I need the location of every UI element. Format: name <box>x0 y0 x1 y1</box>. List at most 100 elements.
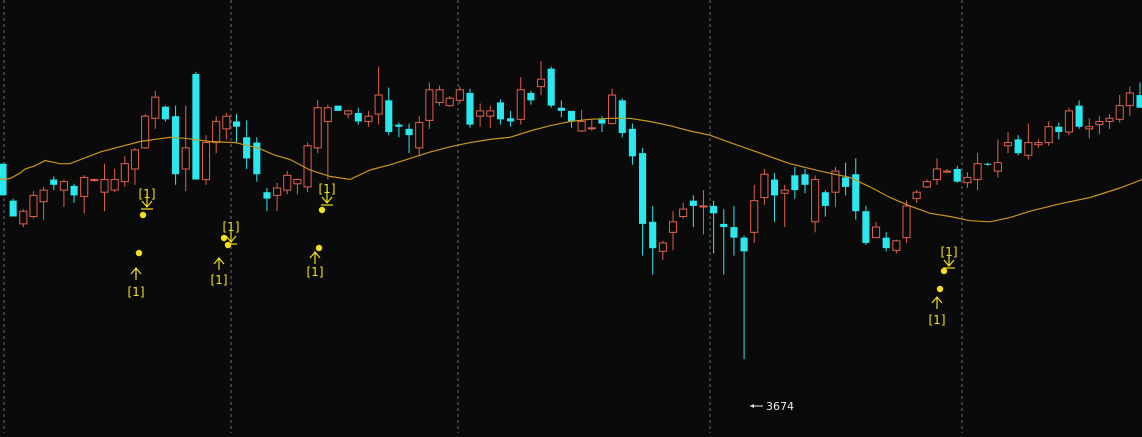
candle-body-down <box>852 174 860 212</box>
candle-body-up <box>455 89 464 101</box>
candle-body-up <box>130 149 140 170</box>
candle-body-down <box>710 205 718 214</box>
candle-body-down <box>161 106 169 120</box>
candle-body-down <box>639 153 647 224</box>
candle-body-down <box>253 142 261 175</box>
candle-body-up <box>425 89 434 121</box>
candle-body-up <box>476 110 485 117</box>
candle-body-up <box>872 226 881 239</box>
candle-body-down <box>192 73 200 180</box>
candle-body-up <box>364 115 373 122</box>
candle-body-down <box>842 177 850 187</box>
candle-body-up <box>1024 142 1033 156</box>
candle-body-down <box>770 179 779 196</box>
candle-body-up <box>912 191 921 200</box>
candle-body-up <box>344 110 353 115</box>
candle-body-up <box>922 181 931 188</box>
candle-body-up <box>445 97 454 107</box>
candle-body-down <box>232 121 241 127</box>
signal-label: [1] <box>929 313 946 327</box>
candle-body-down <box>557 107 565 111</box>
candle-body-down <box>567 110 576 122</box>
candle-body-down <box>334 105 342 111</box>
signal-label: [1] <box>128 285 145 299</box>
candle-body-down <box>882 237 890 249</box>
sell-arrow <box>225 230 237 243</box>
candle-body-up <box>932 168 942 181</box>
candle-body-up <box>587 127 596 130</box>
candle-body-up <box>943 170 952 173</box>
candle-body-up <box>415 122 424 149</box>
candle-body-down <box>628 128 636 157</box>
sell-arrow <box>141 195 153 208</box>
candle-body-up <box>536 78 546 88</box>
candle-body-up <box>750 200 759 233</box>
candle-body-up <box>201 142 211 181</box>
candle-body-up <box>222 115 231 130</box>
candle-body-down <box>730 227 738 238</box>
candle-body-down <box>1055 126 1063 133</box>
candle-body-up <box>486 110 495 117</box>
candle-body-up <box>435 89 444 103</box>
candle-body-down <box>953 168 961 182</box>
buy-arrow <box>130 267 142 280</box>
candle-body-down <box>466 92 474 125</box>
signal-label: [1] <box>139 187 156 201</box>
signal-dot <box>135 249 143 257</box>
candle-body-up <box>80 176 89 197</box>
candle-body-down <box>649 221 657 249</box>
candle-body-up <box>608 94 617 125</box>
candle-body-down <box>801 174 809 185</box>
candle-body-up <box>699 205 708 208</box>
low-pointer-arrow <box>750 404 754 408</box>
candle-body-down <box>598 119 606 124</box>
signal-label: [1] <box>223 220 240 234</box>
candle-body-up <box>303 145 312 188</box>
candle-body-up <box>1034 142 1043 146</box>
signal-dot <box>315 244 323 252</box>
candle-body-up <box>141 115 150 149</box>
candle-body-up <box>1095 120 1104 126</box>
candle-body-up <box>780 189 789 194</box>
candle-body-up <box>90 179 99 182</box>
candle-body-up <box>516 89 525 120</box>
candle-body-up <box>1115 105 1124 120</box>
candle-body-down <box>9 200 17 217</box>
buy-arrow <box>309 251 321 264</box>
candle-body-down <box>862 211 870 243</box>
signal-dot <box>318 206 326 214</box>
candle-body-up <box>151 96 160 119</box>
candle-body-up <box>293 179 302 185</box>
low-price-label: 3674 <box>766 400 794 413</box>
candle-body-down <box>547 68 555 106</box>
candle-body-down <box>618 100 626 134</box>
candle-body-down <box>507 118 515 122</box>
moving-average-line <box>0 117 1142 223</box>
candle-body-up <box>100 179 109 193</box>
candle-body-down <box>50 179 58 185</box>
candle-body-down <box>1136 95 1142 108</box>
candle-body-down <box>243 137 251 159</box>
signal-dot <box>224 241 232 249</box>
signal-label: [1] <box>941 245 958 259</box>
signal-dot <box>220 234 228 242</box>
candle-body-up <box>973 163 982 181</box>
buy-arrow <box>213 257 225 270</box>
candle-body-up <box>29 194 38 218</box>
candle-body-down <box>395 124 403 127</box>
buy-arrow <box>931 296 943 309</box>
candle-body-up <box>181 147 190 170</box>
signal-dot <box>940 267 948 275</box>
candle-body-up <box>679 208 688 217</box>
candle-body-up <box>120 163 129 183</box>
candle-body-down <box>385 100 393 133</box>
candle-body-up <box>577 120 586 132</box>
candle-body-down <box>527 92 535 101</box>
candle-body-down <box>791 175 799 191</box>
signal-dot <box>936 285 944 293</box>
candle-body-down <box>740 237 748 252</box>
candle-body-up <box>39 189 48 203</box>
candle-body-up <box>1003 142 1013 147</box>
